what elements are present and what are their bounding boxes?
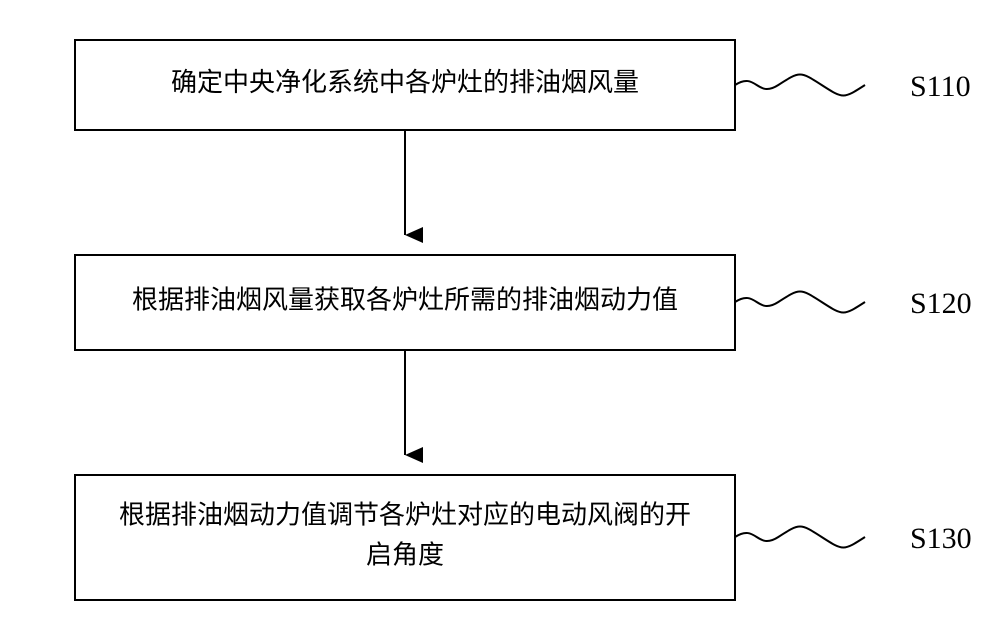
flowchart: 确定中央净化系统中各炉灶的排油烟风量 S110 根据排油烟风量获取各炉灶所需的排油烟… (0, 0, 1000, 644)
step-label: S110 (910, 70, 971, 103)
step-text: 确定中央净化系统中各炉灶的排油烟风量 (171, 68, 639, 97)
step-text: 根据排油烟动力值调节各炉灶对应的电动风阀的开 (119, 500, 691, 529)
flow-step-s110: 确定中央净化系统中各炉灶的排油烟风量 S110 (75, 40, 971, 130)
flow-step-s130: 根据排油烟动力值调节各炉灶对应的电动风阀的开启角度 S130 (75, 475, 972, 600)
step-connector (735, 292, 865, 313)
step-label: S130 (910, 522, 972, 555)
flow-step-s120: 根据排油烟风量获取各炉灶所需的排油烟动力值 S120 (75, 255, 972, 350)
step-connector (735, 75, 865, 96)
step-label: S120 (910, 287, 972, 320)
step-text: 启角度 (366, 540, 444, 569)
step-text: 根据排油烟风量获取各炉灶所需的排油烟动力值 (132, 285, 678, 314)
step-box (75, 475, 735, 600)
step-connector (735, 527, 865, 548)
